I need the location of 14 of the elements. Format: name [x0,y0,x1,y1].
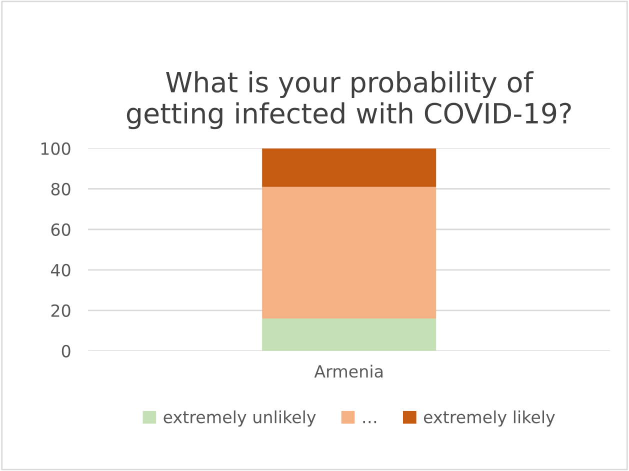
y-tick-label: 20 [51,304,70,317]
x-tick-label: Armenia [314,364,383,378]
legend-label: extremely likely [424,410,555,427]
bar [262,318,436,351]
y-tick-label: 100 [41,142,70,155]
legend-label: … [363,421,376,424]
y-tick-label: 40 [51,264,70,276]
chart-title: What is your probability of getting infected with COVID-19? [126,71,571,130]
y-tick-label: 60 [51,223,70,236]
bar [262,148,436,187]
y-tick-label: 80 [51,182,70,196]
y-tick-label: 0 [62,344,70,358]
bar [262,186,436,318]
legend-label: extremely unlikely [164,410,316,427]
